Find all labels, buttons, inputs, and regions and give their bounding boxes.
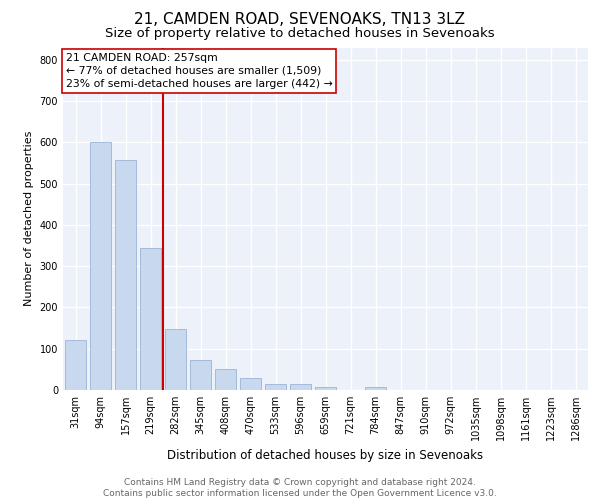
Text: 21, CAMDEN ROAD, SEVENOAKS, TN13 3LZ: 21, CAMDEN ROAD, SEVENOAKS, TN13 3LZ [134,12,466,28]
Bar [190,360,211,390]
Y-axis label: Number of detached properties: Number of detached properties [24,131,34,306]
Bar [215,369,236,390]
Bar [240,378,261,390]
Bar [90,142,111,390]
Bar [365,387,386,390]
Text: Contains HM Land Registry data © Crown copyright and database right 2024.
Contai: Contains HM Land Registry data © Crown c… [103,478,497,498]
Bar [115,160,136,390]
Text: 21 CAMDEN ROAD: 257sqm
← 77% of detached houses are smaller (1,509)
23% of semi-: 21 CAMDEN ROAD: 257sqm ← 77% of detached… [65,52,332,89]
Bar [165,328,186,390]
X-axis label: Distribution of detached houses by size in Sevenoaks: Distribution of detached houses by size … [167,448,484,462]
Bar [140,248,161,390]
Bar [315,386,336,390]
Bar [290,384,311,390]
Text: Size of property relative to detached houses in Sevenoaks: Size of property relative to detached ho… [105,28,495,40]
Bar [265,384,286,390]
Bar [65,340,86,390]
